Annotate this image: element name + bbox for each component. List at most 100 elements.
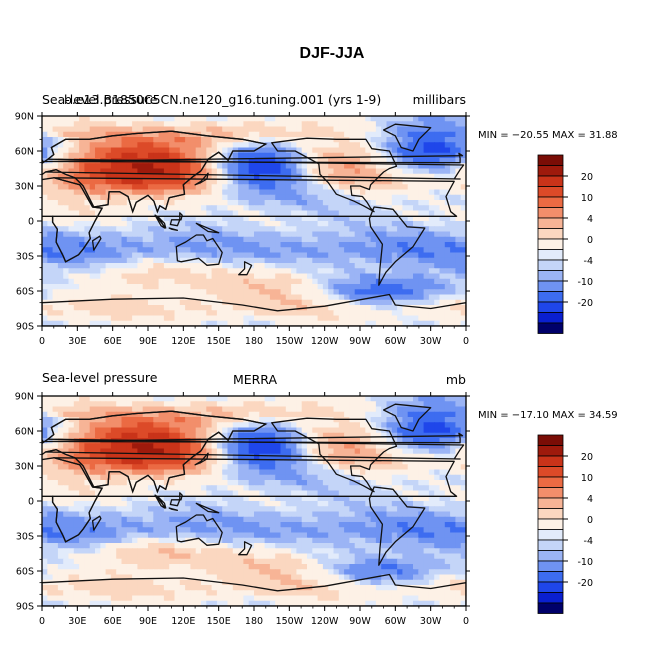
field-cell [381, 495, 388, 502]
field-cell [434, 268, 441, 275]
field-cell [95, 152, 101, 159]
field-cell [110, 257, 117, 264]
field-cell [148, 147, 154, 154]
field-cell [322, 268, 329, 275]
field-cell [291, 194, 297, 201]
field-cell [73, 401, 80, 408]
field-cell [307, 422, 313, 429]
field-cell [238, 305, 244, 311]
field-cell [370, 257, 377, 264]
field-cell [365, 406, 372, 413]
field-cell [100, 179, 107, 185]
field-cell [285, 131, 292, 138]
field-cell [100, 432, 107, 439]
field-cell [349, 448, 356, 455]
field-cell [370, 453, 377, 460]
field-cell [439, 453, 446, 460]
field-cell [126, 179, 133, 185]
field-cell [386, 158, 393, 164]
field-cell [312, 474, 319, 481]
field-cell [79, 453, 85, 460]
field-cell [307, 320, 313, 327]
coastline [271, 137, 398, 213]
field-cell [110, 226, 117, 233]
field-cell [190, 448, 197, 455]
field-cell [280, 396, 287, 402]
field-cell [301, 417, 308, 423]
field-cell [153, 305, 160, 311]
field-cell [52, 294, 59, 301]
field-cell [148, 236, 154, 243]
field-cell [153, 184, 160, 191]
field-cell [42, 495, 48, 502]
field-cell [259, 168, 266, 175]
field-cell [185, 179, 191, 185]
field-cell [391, 273, 398, 280]
field-cell [301, 142, 308, 149]
field-cell [142, 284, 149, 290]
field-cell [381, 194, 388, 201]
field-cell [413, 448, 419, 455]
field-cell [434, 158, 441, 164]
field-cell [307, 126, 313, 133]
field-cell [116, 310, 123, 317]
field-cell [126, 427, 133, 434]
field-cell [360, 320, 366, 327]
field-cell [52, 464, 59, 471]
field-cell [142, 189, 149, 196]
field-cell [354, 289, 361, 296]
field-cell [450, 278, 456, 285]
field-cell [179, 485, 186, 492]
field-cell [163, 310, 170, 317]
field-cell [450, 315, 456, 322]
field-cell [413, 480, 419, 486]
field-cell [291, 448, 297, 455]
field-cell [328, 231, 335, 238]
field-cell [158, 432, 165, 439]
field-cell [264, 396, 271, 402]
field-cell [322, 474, 329, 481]
field-cell [349, 189, 356, 196]
field-cell [328, 320, 335, 327]
field-cell [68, 252, 75, 259]
field-cell [47, 163, 54, 170]
field-cell [322, 236, 329, 243]
field-cell [179, 459, 186, 465]
field-cell [391, 168, 398, 175]
field-cell [344, 411, 350, 418]
field-cell [349, 200, 356, 206]
field-cell [148, 464, 154, 471]
field-cell [333, 163, 340, 170]
field-cell [153, 257, 160, 264]
field-cell [153, 200, 160, 206]
field-cell [375, 252, 382, 259]
field-cell [291, 205, 297, 212]
field-cell [89, 422, 96, 429]
field-cell [116, 474, 123, 481]
field-cell [232, 268, 239, 275]
field-cell [354, 263, 361, 269]
field-cell [423, 226, 430, 233]
field-cell [428, 284, 435, 290]
field-cell [354, 411, 361, 418]
field-cell [259, 247, 266, 254]
field-cell [84, 485, 91, 492]
field-cell [375, 427, 382, 434]
field-cell [434, 194, 441, 201]
field-cell [232, 422, 239, 429]
field-cell [185, 284, 191, 290]
field-cell [418, 459, 425, 465]
field-cell [153, 221, 160, 227]
field-cell [428, 142, 435, 149]
field-cell [79, 194, 85, 201]
field-cell [296, 284, 303, 290]
field-cell [216, 158, 223, 164]
field-cell [460, 443, 467, 450]
field-cell [391, 263, 398, 269]
field-cell [232, 189, 239, 196]
field-cell [391, 432, 398, 439]
field-cell [68, 427, 75, 434]
field-cell [391, 474, 398, 481]
field-cell [142, 236, 149, 243]
field-cell [116, 121, 123, 128]
